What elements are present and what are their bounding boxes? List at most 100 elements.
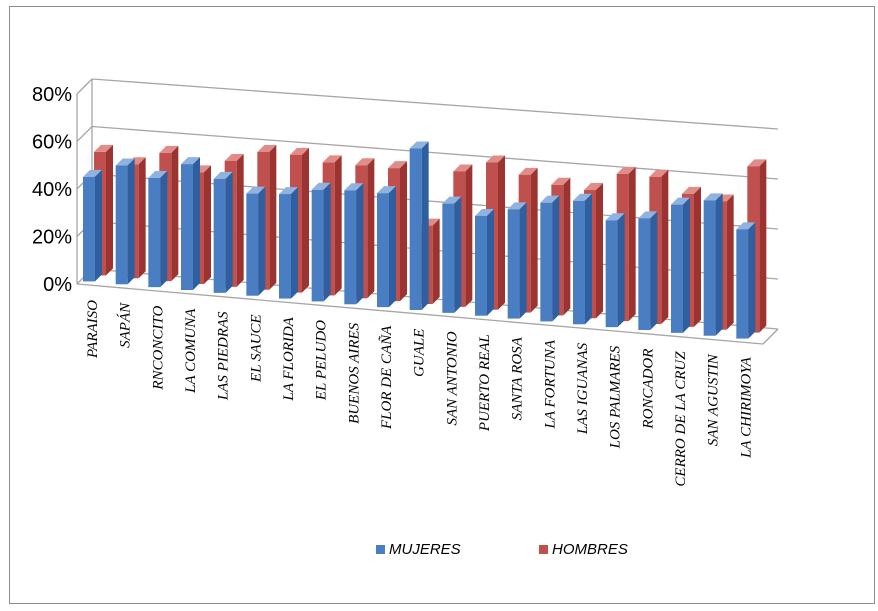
- bar-mujeres: [540, 195, 560, 322]
- bar-front: [377, 193, 389, 308]
- x-tick-label: SAPÁN: [117, 302, 134, 348]
- bar-front: [83, 176, 95, 282]
- bar-side: [628, 166, 636, 322]
- bar-top: [584, 183, 603, 191]
- bar-top: [649, 169, 669, 177]
- bar-mujeres: [638, 211, 658, 330]
- x-tick-label: SAN ANTONIO: [444, 331, 460, 425]
- bar-side: [106, 144, 113, 276]
- bar-front: [148, 177, 161, 288]
- y-tick-label: 0%: [43, 274, 72, 296]
- bar-side: [519, 202, 527, 319]
- floor-front-edge: [76, 283, 764, 345]
- bar-side: [236, 153, 244, 287]
- bar-side: [302, 147, 309, 293]
- bar-top: [682, 186, 701, 194]
- bar-side: [726, 194, 734, 330]
- bar-top: [159, 145, 179, 153]
- bar-front: [507, 209, 520, 319]
- bar-side: [193, 157, 200, 290]
- x-tick-label: SANTA ROSA: [510, 336, 526, 420]
- bar-side: [95, 169, 102, 282]
- bar-top: [453, 164, 473, 172]
- bar-side: [356, 183, 364, 305]
- bar-side: [389, 186, 396, 308]
- bar-top: [115, 158, 135, 166]
- bar-top: [257, 144, 277, 152]
- bar-top: [355, 158, 375, 166]
- bar-chart-3d: 0% 20% 40% 60% 80% PARAISO SAPÁN RNCONCITO LA CO…: [32, 78, 779, 558]
- bar-mujeres: [213, 171, 233, 293]
- chart-frame: 0% 20% 40% 60% 80% PARAISO SAPÁN RNCONCITO LA CO…: [9, 6, 875, 604]
- x-tick-label: LAS PIEDRAS: [216, 311, 232, 401]
- bar-top: [616, 166, 636, 174]
- bar-front: [115, 165, 128, 285]
- bar-side: [225, 171, 233, 293]
- bar-top: [94, 144, 113, 152]
- bar-side: [465, 164, 473, 307]
- y-tick-label: 60%: [32, 132, 72, 154]
- legend-label: HOMBRES: [552, 541, 628, 558]
- bar-mujeres: [115, 158, 135, 285]
- bar-mujeres: [736, 222, 756, 339]
- bar-front: [475, 215, 487, 316]
- bar-side: [367, 158, 375, 299]
- bar-front: [540, 202, 553, 322]
- bar-top: [388, 161, 407, 169]
- bar-front: [573, 200, 585, 325]
- bar-front: [736, 229, 749, 339]
- x-tick-label: LAS IGUANAS: [575, 342, 591, 435]
- bar-top: [507, 202, 527, 210]
- bar-top: [213, 171, 233, 179]
- bar-side: [617, 213, 625, 328]
- x-tick-label: LA FLORIDA: [281, 316, 297, 401]
- bar-top: [540, 195, 560, 203]
- bar-top: [311, 182, 331, 190]
- x-tick-label: LOS PALMARES: [608, 345, 624, 449]
- bar-side: [530, 167, 538, 313]
- bar-mujeres: [83, 169, 102, 282]
- bar-side: [487, 208, 494, 316]
- bar-side: [759, 159, 767, 333]
- bar-side: [323, 182, 331, 302]
- bar-side: [160, 170, 168, 288]
- bar-side: [715, 193, 723, 336]
- bar-side: [127, 158, 135, 285]
- bar-side: [454, 196, 462, 313]
- x-tick-label: GUALE: [412, 329, 428, 377]
- bar-top: [551, 177, 571, 185]
- bar-top: [638, 211, 658, 219]
- floor-right-edge: [762, 328, 779, 345]
- side-gridline: [76, 126, 93, 142]
- x-tick-label: SAN AGUSTIN: [706, 353, 722, 446]
- bar-top: [377, 186, 396, 194]
- bar-mujeres: [703, 193, 723, 336]
- bar-front: [213, 178, 226, 293]
- bar-top: [605, 213, 625, 221]
- y-tick-label: 80%: [32, 84, 72, 106]
- x-tick-label: BUENOS AIRES: [346, 322, 362, 423]
- bar-top: [442, 196, 462, 204]
- x-tick-label: FLOR DE CAÑA: [378, 325, 395, 430]
- y-tick-label: 20%: [32, 227, 72, 249]
- bar-top: [736, 222, 756, 230]
- bar-top: [246, 186, 266, 194]
- bar-side: [683, 197, 690, 333]
- bar-side: [661, 169, 669, 324]
- bar-top: [148, 170, 168, 178]
- x-tick-label: CERRO DE LA CRUZ: [673, 351, 689, 487]
- bar-top: [344, 183, 364, 191]
- bar-mujeres: [507, 202, 527, 319]
- legend-swatch: [376, 545, 385, 554]
- bar-mujeres: [475, 208, 494, 316]
- bar-front: [638, 218, 651, 330]
- bar-front: [311, 189, 324, 302]
- bar-mujeres: [409, 141, 429, 310]
- bar-top: [290, 147, 309, 155]
- bar-side: [498, 155, 505, 310]
- bar-front: [671, 204, 683, 333]
- bar-top: [671, 197, 690, 205]
- bar-top: [409, 141, 429, 149]
- bar-mujeres: [671, 197, 690, 333]
- legend: MUJERES HOMBRES: [376, 541, 628, 558]
